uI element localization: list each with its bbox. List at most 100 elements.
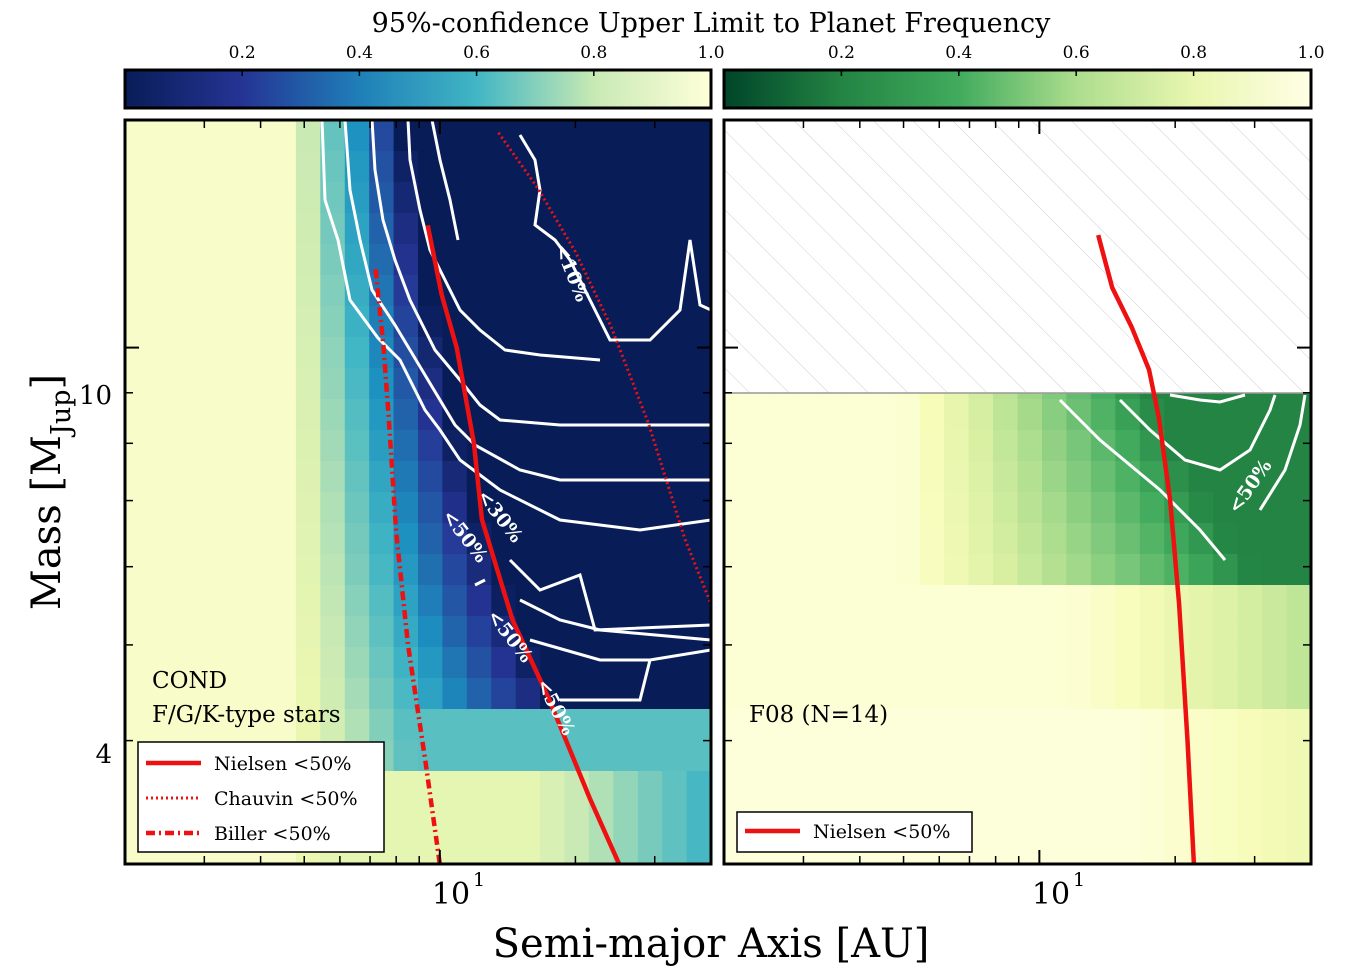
heatmap-cell — [944, 709, 970, 741]
heatmap-cell — [564, 492, 590, 524]
heatmap-cell — [1164, 399, 1190, 431]
y-axis-label-close: ] — [24, 374, 70, 390]
heatmap-cell — [198, 306, 224, 338]
heatmap-cell — [125, 182, 150, 214]
heatmap-cell — [846, 430, 872, 462]
heatmap-cell — [662, 244, 688, 276]
heatmap-cell — [1066, 771, 1092, 803]
heatmap-cell — [1139, 492, 1165, 524]
heatmap-cell — [993, 771, 1019, 803]
heatmap-cell — [1139, 523, 1165, 555]
heatmap-cell — [466, 275, 492, 307]
heatmap-cell — [295, 120, 321, 152]
heatmap-cell — [393, 120, 419, 152]
heatmap-cell — [944, 399, 970, 431]
heatmap-cell — [821, 709, 847, 741]
heatmap-cell — [1213, 771, 1239, 803]
heatmap-cell — [870, 740, 896, 772]
heatmap-cell — [662, 337, 688, 369]
heatmap-cell — [222, 368, 248, 400]
heatmap-cell — [173, 306, 199, 338]
heatmap-cell — [968, 802, 994, 834]
heatmap-cell — [320, 306, 346, 338]
heatmap-cell — [1066, 554, 1092, 586]
y-tick-label-4: 4 — [95, 740, 112, 770]
heatmap-cell — [1213, 430, 1239, 462]
heatmap-cell — [1286, 802, 1311, 834]
heatmap-cell — [662, 120, 688, 152]
heatmap-cell — [198, 399, 224, 431]
heatmap-cell — [564, 430, 590, 462]
heatmap-cell — [125, 523, 150, 555]
heatmap-cell — [222, 213, 248, 245]
heatmap-cell — [149, 678, 175, 710]
heatmap-cell — [588, 771, 614, 803]
heatmap-cell — [993, 585, 1019, 617]
heatmap-cell — [466, 678, 492, 710]
heatmap-cell — [344, 461, 370, 493]
heatmap-cell — [540, 430, 566, 462]
heatmap-cell — [295, 585, 321, 617]
y-tick-label-10: 10 — [79, 381, 112, 411]
heatmap-cell — [149, 616, 175, 648]
heatmap-cell — [1090, 616, 1116, 648]
heatmap-cell — [662, 213, 688, 245]
heatmap-cell — [540, 771, 566, 803]
heatmap-cell — [418, 461, 443, 493]
heatmap-cell — [1286, 647, 1311, 679]
heatmap-cell — [1286, 523, 1311, 555]
heatmap-cell — [1090, 461, 1116, 493]
heatmap-cell — [1115, 492, 1141, 524]
heatmap-cell — [393, 709, 419, 741]
heatmap-cell — [1188, 616, 1214, 648]
heatmap-cell — [797, 771, 823, 803]
heatmap-cell — [491, 368, 517, 400]
heatmap-cell — [173, 275, 199, 307]
heatmap-cell — [198, 492, 224, 524]
heatmap-cell — [919, 740, 945, 772]
heatmap-cell — [1188, 523, 1214, 555]
heatmap-cell — [613, 430, 639, 462]
heatmap-cell — [686, 709, 711, 741]
heatmap-cell — [870, 678, 896, 710]
heatmap-cell — [1237, 647, 1263, 679]
heatmap-cell — [198, 120, 224, 152]
heatmap-cell — [1164, 523, 1190, 555]
heatmap-cell — [271, 244, 297, 276]
heatmap-cell — [564, 833, 590, 864]
heatmap-cell — [686, 461, 711, 493]
heatmap-cell — [198, 430, 224, 462]
heatmap-cell — [173, 492, 199, 524]
heatmap-cell — [320, 368, 346, 400]
heatmap-cell — [271, 213, 297, 245]
heatmap-cell — [222, 678, 248, 710]
heatmap-cell — [662, 585, 688, 617]
heatmap-cell — [418, 616, 443, 648]
heatmap-cell — [466, 213, 492, 245]
heatmap-cell — [919, 399, 945, 431]
heatmap-cell — [797, 647, 823, 679]
heatmap-cell — [821, 461, 847, 493]
heatmap-cell — [748, 523, 774, 555]
x-tick-label-left: 10 1 — [432, 869, 485, 912]
heatmap-cell — [772, 585, 798, 617]
heatmap-cell — [393, 802, 419, 834]
heatmap-cell — [613, 275, 639, 307]
heatmap-cell — [515, 368, 541, 400]
heatmap-cell — [588, 678, 614, 710]
heatmap-cell — [540, 151, 566, 183]
heatmap-cell — [125, 461, 150, 493]
heatmap-cell — [222, 647, 248, 679]
contour-line — [370, 120, 711, 427]
heatmap-cell — [247, 678, 273, 710]
heatmap-cell — [491, 275, 517, 307]
heatmap-cell — [295, 182, 321, 214]
heatmap-cell — [993, 616, 1019, 648]
heatmap-cell — [442, 492, 468, 524]
heatmap-cell — [1188, 492, 1214, 524]
series-left — [373, 131, 711, 864]
heatmap-cell — [613, 182, 639, 214]
heatmap-cell — [1066, 585, 1092, 617]
